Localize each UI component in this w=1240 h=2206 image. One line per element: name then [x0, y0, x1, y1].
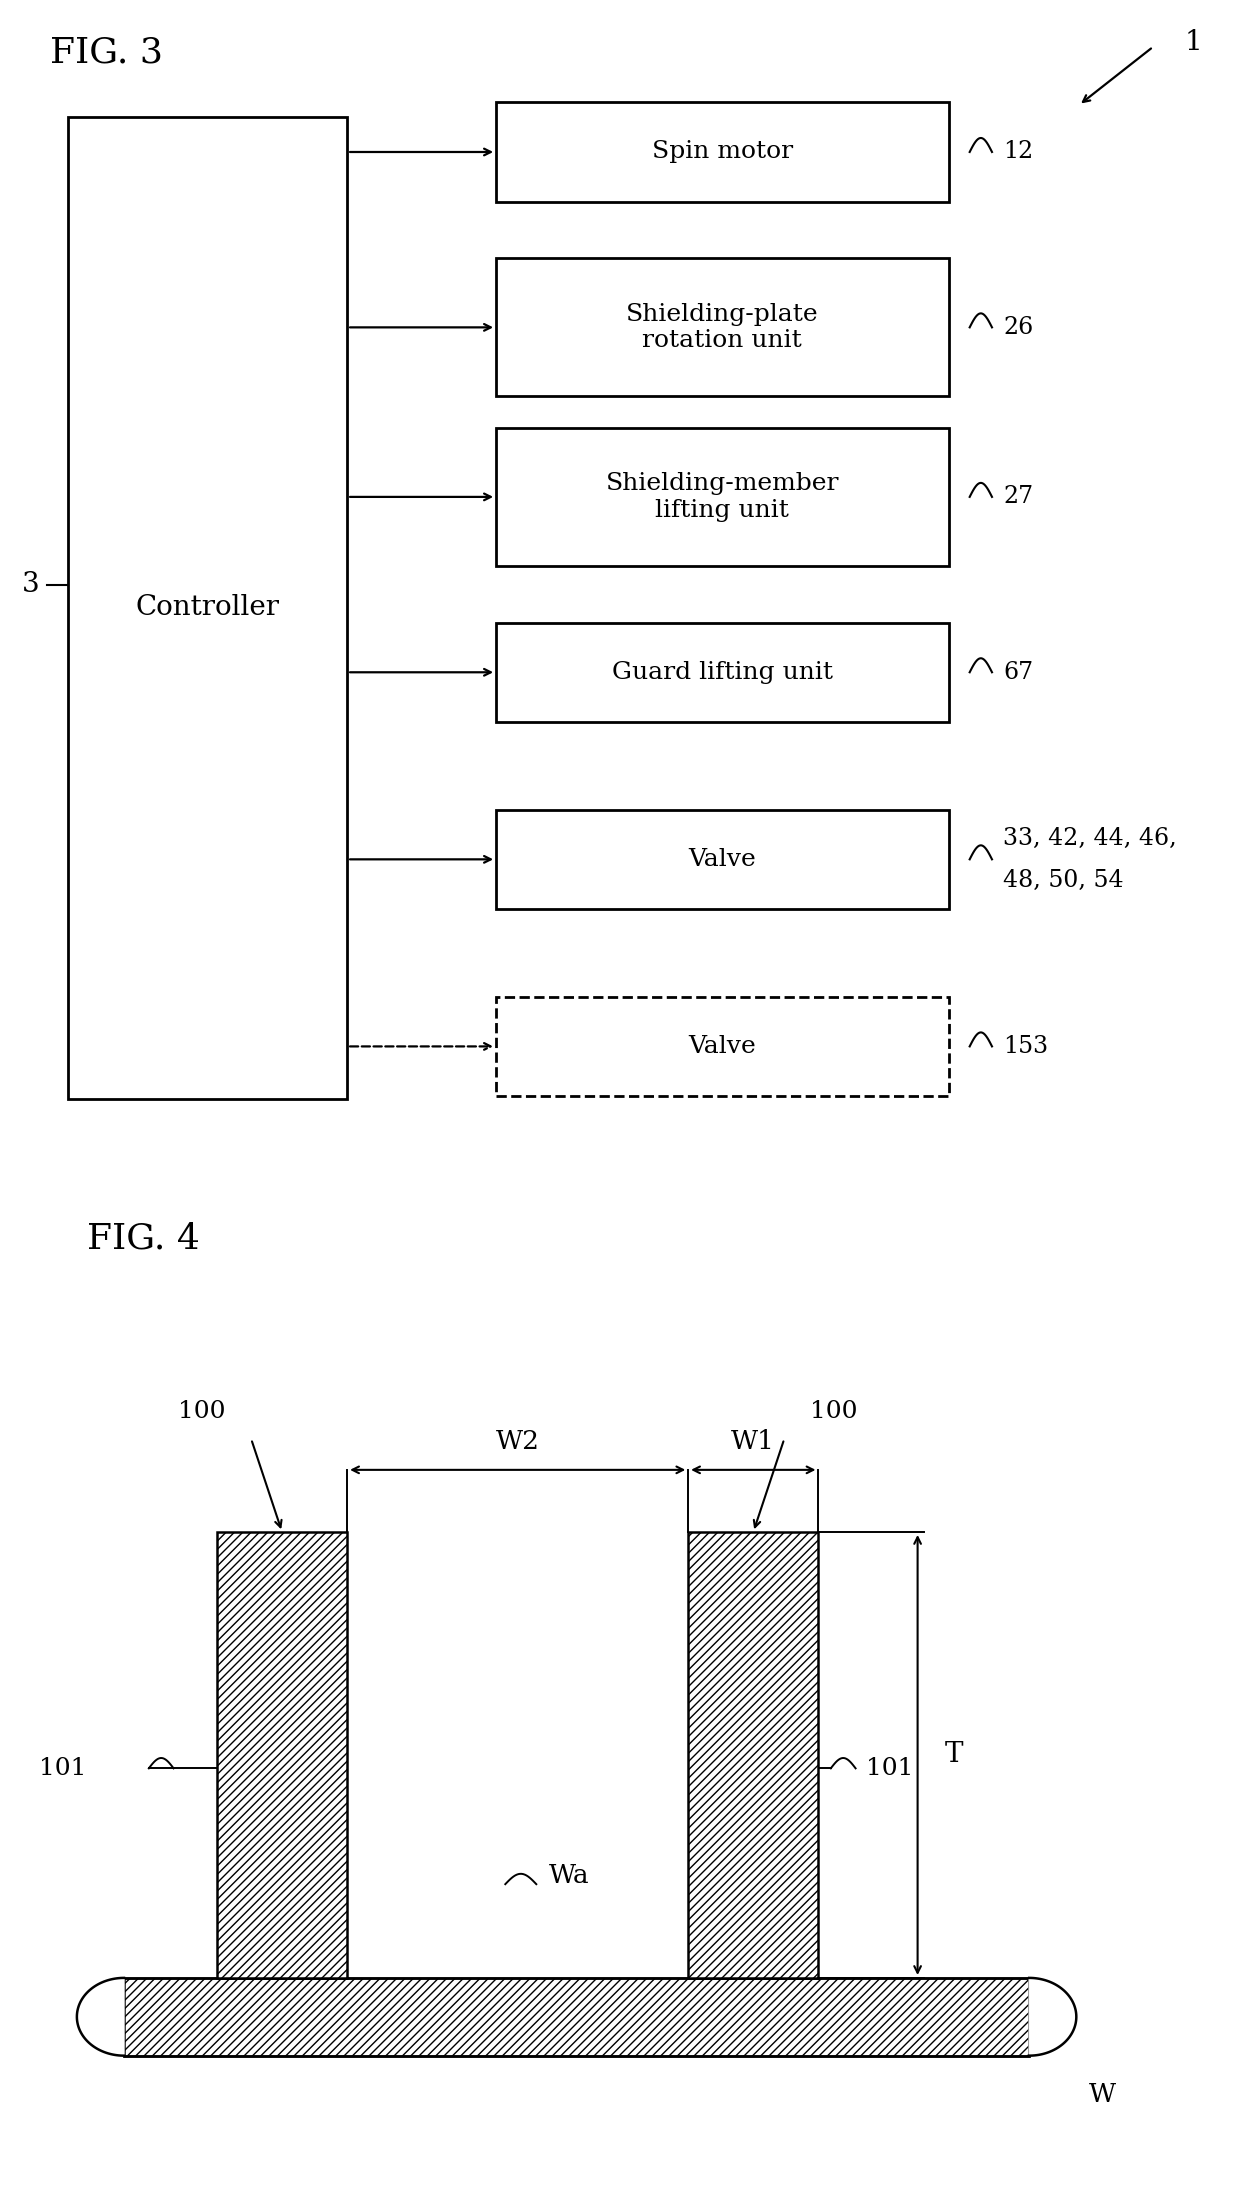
Bar — [496, 258, 949, 397]
Text: Valve: Valve — [688, 1035, 756, 1059]
Polygon shape — [1029, 1979, 1076, 2056]
Bar — [217, 1531, 347, 1979]
Bar — [124, 1979, 1029, 2056]
Text: W1: W1 — [732, 1429, 775, 1454]
Bar — [496, 428, 949, 567]
Bar — [688, 1531, 818, 1979]
Text: 100: 100 — [177, 1401, 226, 1423]
Text: Wa: Wa — [549, 1864, 589, 1888]
Text: 101: 101 — [866, 1756, 913, 1780]
Text: 101: 101 — [40, 1756, 87, 1780]
Text: FIG. 3: FIG. 3 — [50, 35, 162, 68]
Text: 26: 26 — [1003, 315, 1033, 340]
Polygon shape — [77, 1979, 124, 2056]
Bar — [496, 810, 949, 909]
Bar — [217, 1531, 347, 1979]
Text: 27: 27 — [1003, 485, 1033, 507]
Text: 100: 100 — [810, 1401, 858, 1423]
Text: 1: 1 — [1184, 29, 1202, 55]
Bar — [496, 101, 949, 201]
Text: Spin motor: Spin motor — [652, 141, 792, 163]
Text: 33, 42, 44, 46,: 33, 42, 44, 46, — [1003, 827, 1177, 849]
Text: Valve: Valve — [688, 847, 756, 871]
Text: 48, 50, 54: 48, 50, 54 — [1003, 869, 1123, 891]
Text: 3: 3 — [22, 571, 40, 598]
Bar — [124, 1979, 1029, 2056]
Text: T: T — [945, 1741, 963, 1769]
Text: Shielding-member
lifting unit: Shielding-member lifting unit — [605, 472, 839, 521]
Bar — [496, 997, 949, 1096]
Text: Controller: Controller — [135, 593, 280, 622]
Text: 67: 67 — [1003, 662, 1033, 684]
Bar — [688, 1531, 818, 1979]
Text: 12: 12 — [1003, 141, 1033, 163]
Bar — [68, 117, 347, 1099]
Bar — [496, 622, 949, 721]
Text: 153: 153 — [1003, 1035, 1048, 1059]
Text: W2: W2 — [496, 1429, 539, 1454]
Text: Shielding-plate
rotation unit: Shielding-plate rotation unit — [626, 302, 818, 353]
Text: W: W — [1089, 2082, 1116, 2107]
Text: Guard lifting unit: Guard lifting unit — [611, 662, 833, 684]
Text: FIG. 4: FIG. 4 — [87, 1222, 200, 1255]
